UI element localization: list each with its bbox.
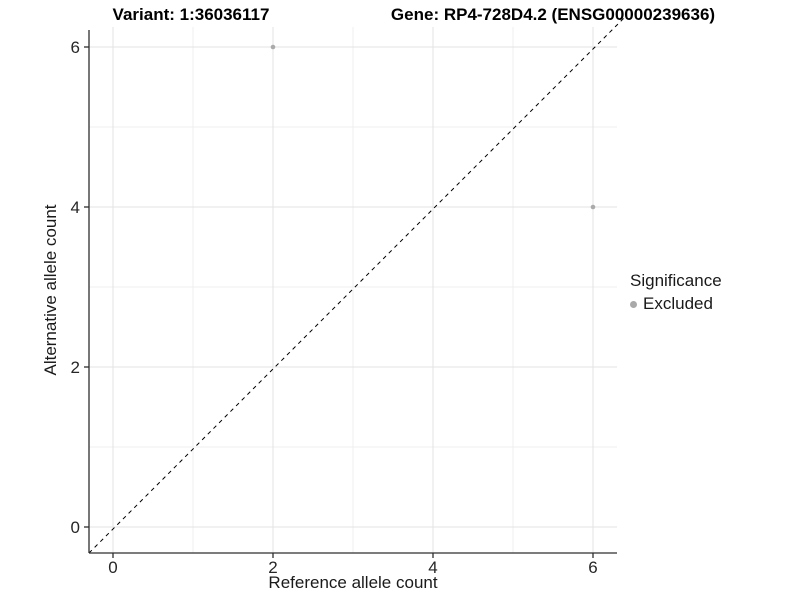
plot-title-gene: Gene: RP4-728D4.2 (ENSG00000239636) — [390, 5, 716, 24]
y-tick-label: 2 — [71, 358, 80, 377]
x-tick-label: 0 — [108, 558, 117, 577]
legend-point-icon — [630, 300, 637, 308]
legend-title: Significance — [630, 271, 722, 290]
x-axis-title: Reference allele count — [268, 573, 438, 592]
y-tick-label: 6 — [71, 38, 80, 57]
legend: Significance Excluded — [630, 271, 722, 314]
legend-item-label: Excluded — [643, 294, 713, 313]
data-point — [590, 204, 596, 210]
y-tick-label: 0 — [71, 518, 80, 537]
identity-reference-line — [88, 16, 626, 554]
y-axis-title: Alternative allele count — [41, 204, 60, 376]
legend-item-excluded: Excluded — [630, 294, 722, 314]
y-tick-label: 4 — [71, 198, 80, 217]
x-tick-label: 2 — [268, 558, 277, 577]
plot-title-variant: Variant: 1:36036117 — [112, 5, 270, 24]
data-point — [270, 44, 276, 50]
x-tick-label: 6 — [588, 558, 597, 577]
x-tick-label: 4 — [428, 558, 437, 577]
